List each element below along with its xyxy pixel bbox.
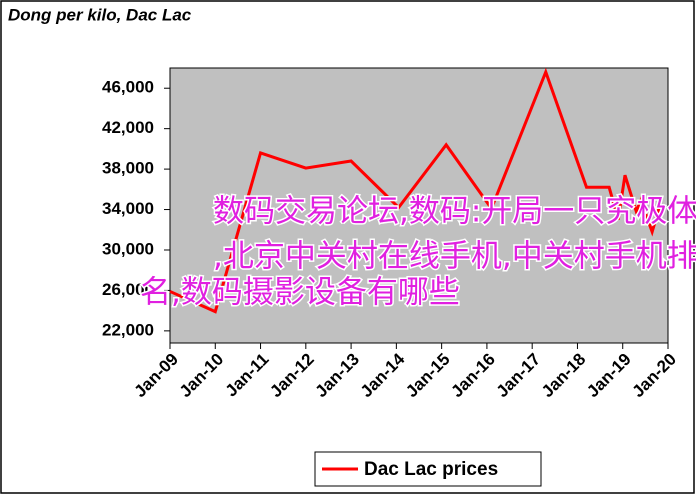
y-tick-label: 34,000 [102,199,154,218]
overlay-text: 数码交易论坛,数码:开局一只究极体 [213,194,696,230]
y-tick-label: 22,000 [102,320,154,339]
legend-label: Dac Lac prices [364,459,498,480]
y-tick-label: 26,000 [102,280,154,299]
chart-title: Dong per kilo, Dac Lac [8,5,192,24]
overlay-text: ,北京中关村在线手机,中关村手机排 [213,239,696,275]
y-tick-label: 30,000 [102,239,154,258]
data-line [169,67,661,314]
y-tick-label: 42,000 [102,118,154,137]
y-tick-label: 38,000 [102,159,154,178]
plot-area [169,67,669,344]
y-tick-label: 46,000 [102,78,154,97]
overlay-text: 名,数码摄影设备有哪些 [140,275,460,311]
